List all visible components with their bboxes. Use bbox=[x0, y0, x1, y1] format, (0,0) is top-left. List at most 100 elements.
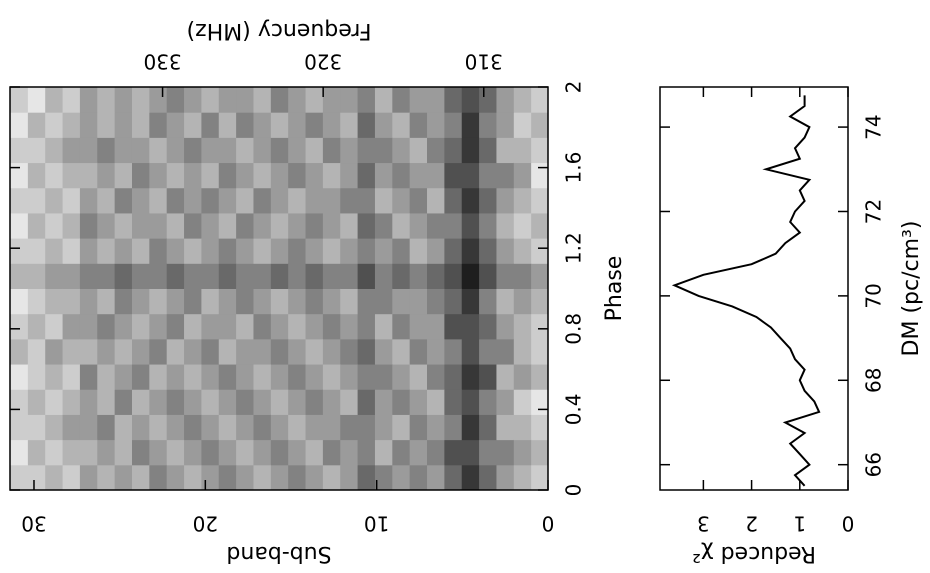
heat-cell bbox=[391, 439, 410, 466]
heat-cell bbox=[252, 187, 271, 214]
heat-cell bbox=[339, 162, 358, 189]
heat-cell bbox=[44, 414, 63, 441]
heat-cell bbox=[530, 288, 549, 315]
dm-tick-label: 70 bbox=[862, 283, 886, 308]
heat-cell bbox=[461, 87, 480, 113]
heat-cell bbox=[235, 112, 254, 138]
heat-cell bbox=[409, 464, 428, 491]
heat-cell bbox=[478, 137, 497, 164]
heat-cell bbox=[322, 187, 341, 214]
heat-cell bbox=[495, 414, 514, 441]
heat-cell bbox=[443, 263, 462, 289]
heat-cell bbox=[478, 439, 497, 466]
x2-axis-label: Frequency (MHz) bbox=[187, 18, 372, 43]
heat-cell bbox=[183, 238, 202, 264]
heat-cell bbox=[530, 137, 549, 164]
heat-cell bbox=[96, 288, 115, 315]
heat-cell bbox=[183, 464, 202, 491]
chi2-curve bbox=[671, 95, 821, 487]
heat-cell bbox=[200, 313, 219, 340]
heat-cell bbox=[44, 338, 63, 365]
heat-cell bbox=[357, 414, 375, 441]
heat-cell bbox=[426, 162, 445, 189]
heat-cell bbox=[374, 212, 393, 239]
heat-cell bbox=[357, 389, 375, 415]
heat-cell bbox=[426, 338, 445, 365]
heat-cell bbox=[62, 263, 80, 289]
heat-cell bbox=[235, 263, 254, 289]
heat-cell bbox=[114, 313, 132, 340]
heat-cell bbox=[339, 338, 358, 365]
heat-cell bbox=[27, 137, 46, 164]
heat-cell bbox=[391, 238, 410, 264]
heat-cell bbox=[374, 137, 393, 164]
chi2-tick-label: 3 bbox=[697, 512, 710, 536]
heat-cell bbox=[322, 338, 341, 365]
heat-cell bbox=[495, 464, 514, 491]
heat-cell bbox=[409, 439, 428, 466]
heat-cell bbox=[44, 313, 63, 340]
heat-cell bbox=[530, 464, 549, 491]
heat-cell bbox=[461, 137, 480, 164]
heat-cell bbox=[391, 187, 410, 214]
heat-cell bbox=[339, 313, 358, 340]
heat-cell bbox=[235, 137, 254, 164]
x-tick-label: 10 bbox=[364, 512, 389, 536]
heat-cell bbox=[252, 112, 271, 138]
heat-cell bbox=[461, 439, 480, 466]
heat-cell bbox=[461, 464, 480, 491]
heat-cell bbox=[322, 238, 341, 264]
heat-cell bbox=[166, 238, 185, 264]
heat-cell bbox=[96, 313, 115, 340]
heat-cell bbox=[513, 238, 532, 264]
heat-cell bbox=[131, 238, 150, 264]
x-tick-label: 30 bbox=[21, 512, 46, 536]
heat-cell bbox=[114, 112, 132, 138]
heat-cell bbox=[322, 389, 341, 415]
heat-cell bbox=[374, 439, 393, 466]
heat-cell bbox=[44, 439, 63, 466]
heat-cell bbox=[461, 364, 480, 390]
heat-cell bbox=[530, 439, 549, 466]
heat-cell bbox=[426, 112, 445, 138]
heat-cell bbox=[357, 137, 375, 164]
heat-cell bbox=[322, 112, 341, 138]
heat-cell bbox=[495, 112, 514, 138]
heat-cell bbox=[252, 439, 271, 466]
heat-cell bbox=[148, 187, 167, 214]
heat-cell bbox=[357, 288, 375, 315]
heat-cell bbox=[305, 162, 323, 189]
heat-cell bbox=[322, 263, 341, 289]
heat-cell bbox=[200, 439, 219, 466]
heat-cell bbox=[200, 288, 219, 315]
heat-cell bbox=[166, 464, 185, 491]
heat-cell bbox=[461, 187, 480, 214]
heat-cell bbox=[62, 112, 80, 138]
heat-cell bbox=[530, 313, 549, 340]
heat-cell bbox=[270, 137, 289, 164]
heat-cell bbox=[461, 112, 480, 138]
heat-cell bbox=[478, 87, 497, 113]
heat-cell bbox=[443, 439, 462, 466]
heat-cell bbox=[374, 364, 393, 390]
heat-cell bbox=[235, 389, 254, 415]
heat-cell bbox=[218, 87, 237, 113]
heat-cell bbox=[79, 464, 98, 491]
heat-cell bbox=[10, 212, 28, 239]
heat-cell bbox=[374, 288, 393, 315]
y-tick-label: 0.8 bbox=[562, 313, 586, 345]
heat-cell bbox=[183, 87, 202, 113]
heat-cell bbox=[62, 464, 80, 491]
heat-cell bbox=[252, 238, 271, 264]
heat-cell bbox=[235, 364, 254, 390]
heat-cell bbox=[409, 137, 428, 164]
heat-cell bbox=[44, 364, 63, 390]
dm-tick-label: 68 bbox=[862, 368, 886, 393]
heat-cell bbox=[148, 338, 167, 365]
heat-cell bbox=[114, 238, 132, 264]
heat-cell bbox=[270, 238, 289, 264]
heat-cell bbox=[513, 87, 532, 113]
heat-cell bbox=[478, 389, 497, 415]
heat-cell bbox=[27, 187, 46, 214]
